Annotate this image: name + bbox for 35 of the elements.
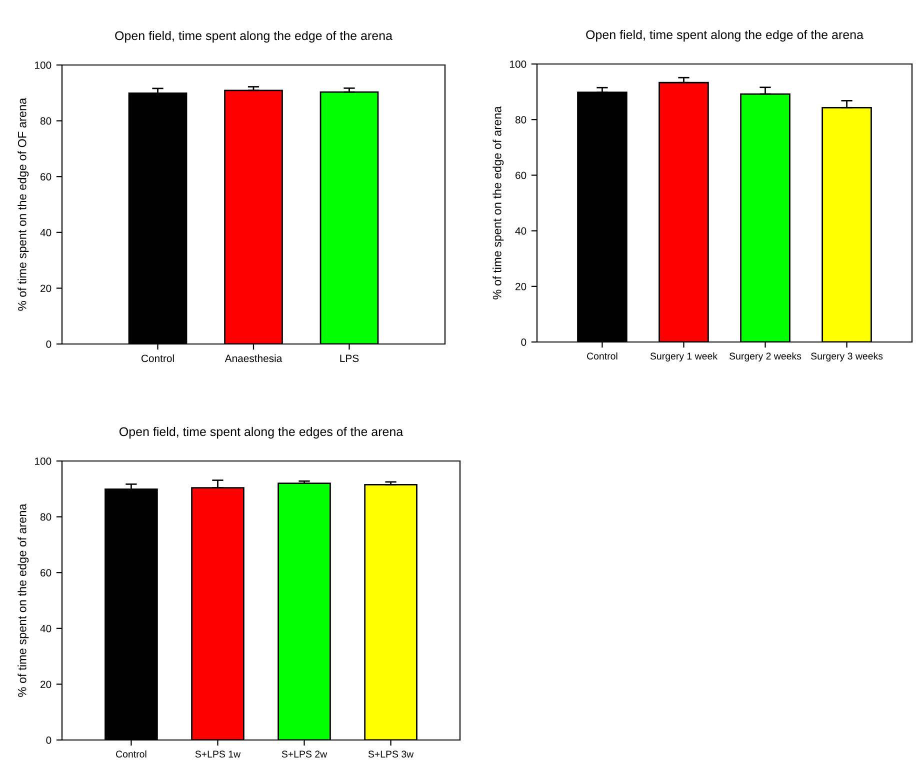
x-tick-label: Control	[116, 750, 146, 758]
y-tick-label: 80	[40, 117, 52, 125]
y-axis-title: % of time spent on the edge of arena	[492, 106, 504, 300]
y-tick-label: 100	[35, 458, 52, 465]
x-tick-label: Surgery 1 week	[650, 352, 718, 362]
y-axis-title: % of time spent on the edge of OF arena	[18, 98, 29, 311]
x-tick-label: LPS	[340, 354, 359, 362]
y-tick-label: 60	[40, 569, 52, 576]
y-tick-label: 60	[40, 173, 52, 180]
y-tick-label: 100	[510, 60, 526, 68]
x-tick-label: Anaesthesia	[224, 354, 282, 362]
x-tick-label: S+LPS 2w	[282, 750, 328, 758]
y-tick-label: 100	[35, 62, 52, 69]
y-tick-label: 80	[40, 513, 52, 521]
x-tick-label: S+LPS 3w	[368, 750, 414, 758]
y-tick-label: 40	[40, 228, 52, 236]
y-axis-title: % of time spent on the edge of arena	[18, 504, 29, 697]
x-tick-label: Control	[141, 354, 174, 362]
x-tick-label: Control	[587, 352, 618, 360]
chart-title: Open field, time spent along the edge of the arena	[586, 30, 864, 42]
y-tick-label: 20	[40, 680, 52, 688]
x-tick-label: S+LPS 1w	[195, 750, 241, 758]
y-tick-label: 60	[516, 172, 526, 180]
x-tick-label: Surgery 2 weeks	[730, 352, 802, 362]
y-tick-label: 0	[46, 736, 52, 744]
y-tick-label: 20	[40, 284, 52, 292]
y-tick-label: 40	[40, 624, 52, 632]
y-tick-label: 0	[521, 338, 526, 346]
y-tick-label: 20	[516, 282, 526, 290]
chart-title: Open field, time spent along the edges of the arena	[119, 426, 404, 439]
x-tick-label: Surgery 3 weeks	[811, 352, 883, 362]
chart-title: Open field, time spent along the edge of the arena	[115, 30, 392, 43]
y-tick-label: 80	[515, 116, 526, 124]
y-tick-label: 0	[46, 340, 52, 348]
y-tick-label: 40	[515, 227, 526, 235]
